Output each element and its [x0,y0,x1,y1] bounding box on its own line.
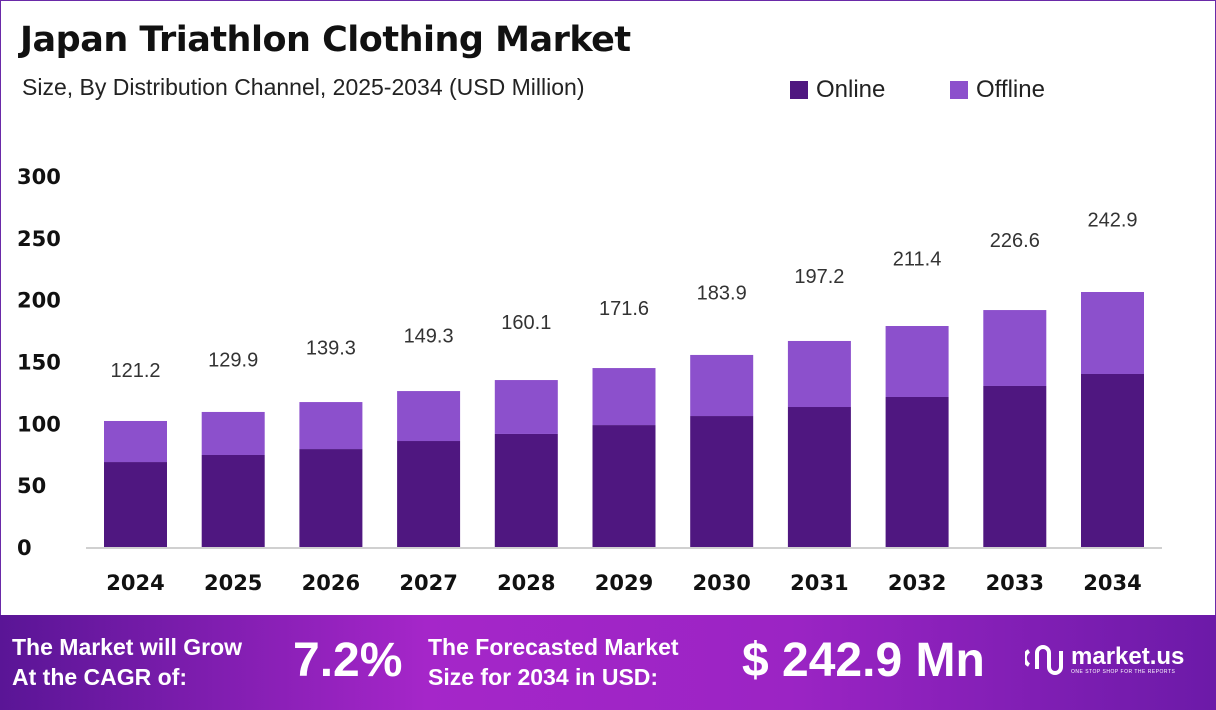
bar-online-2025 [201,454,265,547]
data-label-total-2032: 211.4 [893,249,942,271]
chart-title: Japan Triathlon Clothing Market [20,20,631,60]
legend-offline: Offline [950,76,1045,104]
data-label-total-2025: 129.9 [208,349,258,371]
bar-online-2034 [1081,373,1144,547]
bar-online-2032 [885,396,949,547]
y-tick-label: 200 [17,289,61,313]
data-label-total-2024: 121.2 [110,360,160,382]
bar-online-2030 [690,416,754,547]
bar-offline-2033 [983,310,1047,386]
data-label-total-2029: 171.6 [599,298,649,320]
market-us-logo: market.us ONE STOP SHOP FOR THE REPORTS [1025,643,1184,677]
forecast-value: $ 242.9 Mn [742,634,985,687]
chart-subtitle: Size, By Distribution Channel, 2025-2034… [22,74,585,100]
bar-offline-2029 [592,368,656,426]
bar-offline-2028 [494,380,558,434]
y-tick-label: 300 [17,165,61,189]
bar-offline-2030 [690,354,754,417]
data-label-total-2028: 160.1 [501,312,551,334]
bar-online-2029 [592,425,656,547]
x-tick-label: 2031 [790,571,848,595]
bar-online-2026 [299,449,363,547]
legend-label-online: Online [816,76,886,103]
bar-offline-2034 [1081,291,1144,374]
legend-swatch-online [790,81,808,99]
bar-online-2027 [397,441,461,547]
data-label-total-2026: 139.3 [306,338,356,360]
x-tick-label: 2026 [302,571,360,595]
x-tick-label: 2025 [204,571,262,595]
forecast-label: The Forecasted Market Size for 2034 in U… [428,632,679,692]
x-tick-label: 2032 [888,571,946,595]
cagr-label-line1: The Market will Grow [12,634,243,660]
data-label-total-2034: 242.9 [1087,210,1137,232]
data-label-total-2033: 226.6 [990,230,1040,252]
logo-name: market.us [1071,643,1185,670]
bar-online-2024 [104,462,167,547]
legend-online: Online [790,76,885,104]
data-label-total-2031: 197.2 [794,266,844,288]
cagr-value: 7.2% [293,634,403,687]
x-tick-label: 2033 [986,571,1044,595]
bar-online-2031 [787,407,851,547]
x-tick-label: 2028 [497,571,555,595]
legend-label-offline: Offline [976,76,1045,103]
y-tick-label: 150 [17,351,61,375]
data-label-total-2030: 183.9 [697,283,747,305]
bar-offline-2027 [397,391,461,442]
y-tick-label: 50 [17,474,46,498]
stacked-bar-chart: 0 50 100 150 200 250 300 121.2 2024 129.9 2025 139.… [17,165,1162,595]
y-tick-label: 100 [17,412,61,436]
data-label-total-2027: 149.3 [404,325,454,347]
cagr-label: The Market will Grow At the CAGR of: [12,632,242,692]
forecast-label-line2: Size for 2034 in USD: [428,664,659,690]
bar-offline-2031 [787,340,851,408]
summary-banner: The Market will Grow At the CAGR of: 7.2… [0,615,1216,710]
bar-online-2033 [983,385,1047,547]
forecast-label-line1: The Forecasted Market [428,634,679,660]
cagr-label-line2: At the CAGR of: [12,664,188,690]
bar-offline-2024 [104,420,167,463]
legend-swatch-offline [950,81,968,99]
bar-offline-2026 [299,402,363,450]
y-tick-label: 250 [17,227,61,251]
logo-tagline: ONE STOP SHOP FOR THE REPORTS [1071,669,1176,675]
x-tick-label: 2027 [399,571,457,595]
x-tick-label: 2034 [1083,571,1141,595]
market-us-logo-icon [1025,645,1063,675]
bar-offline-2032 [885,326,949,397]
y-tick-label: 0 [17,536,32,560]
bar-online-2028 [494,433,558,547]
bar-offline-2025 [201,411,265,455]
x-tick-label: 2024 [106,571,164,595]
x-tick-label: 2029 [595,571,653,595]
x-tick-label: 2030 [692,571,750,595]
